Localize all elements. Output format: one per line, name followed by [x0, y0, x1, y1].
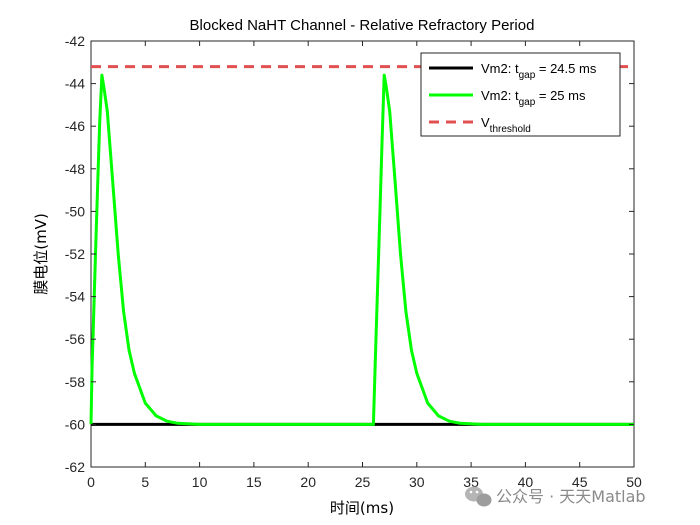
- legend-entry-3: Vthreshold: [481, 115, 531, 135]
- x-tick-label: 10: [192, 474, 208, 490]
- x-tick-label: 35: [463, 474, 479, 490]
- series-line-2: [89, 73, 634, 426]
- ticks-layer: 0 5 10 15 20 25 30 35 40 45 50 -42 -44 -46 -48 -50 -52 -5…: [65, 33, 642, 490]
- y-tick-label: -42: [65, 33, 85, 49]
- wechat-icon: [465, 486, 492, 507]
- x-tick-label: 30: [409, 474, 425, 490]
- y-tick-label: -56: [65, 331, 85, 347]
- x-tick-label: 5: [141, 474, 149, 490]
- y-tick-label: -48: [65, 161, 85, 177]
- y-tick-label: -62: [65, 459, 85, 475]
- y-tick-label: -60: [65, 416, 85, 432]
- y-tick-label: -46: [65, 118, 85, 134]
- legend: Vm2: tgap = 24.5 ms Vm2: tgap = 25 ms Vthr…: [420, 52, 621, 137]
- watermark-text: 公众号 · 天天Matlab: [496, 487, 646, 506]
- y-tick-label: -58: [65, 374, 85, 390]
- x-tick-label: 50: [626, 474, 642, 490]
- y-tick-label: -52: [65, 246, 85, 262]
- watermark: 公众号 · 天天Matlab: [465, 486, 646, 507]
- y-axis-label: 膜电位(mV): [32, 213, 50, 295]
- x-axis-label: 时间(ms): [330, 499, 394, 517]
- x-tick-label: 15: [246, 474, 262, 490]
- legend-entry-2: Vm2: tgap = 25 ms: [481, 88, 586, 108]
- legend-entry-1: Vm2: tgap = 24.5 ms: [481, 61, 597, 81]
- x-tick-label: 40: [518, 474, 534, 490]
- y-tick-label: -54: [65, 289, 85, 305]
- x-tick-label: 0: [87, 474, 95, 490]
- y-tick-label: -50: [65, 203, 85, 219]
- x-tick-label: 25: [355, 474, 371, 490]
- chart-title: Blocked NaHT Channel - Relative Refracto…: [190, 17, 535, 34]
- series-layer: [89, 65, 634, 426]
- y-tick-label: -44: [65, 76, 85, 92]
- x-tick-label: 20: [300, 474, 316, 490]
- x-tick-label: 45: [572, 474, 588, 490]
